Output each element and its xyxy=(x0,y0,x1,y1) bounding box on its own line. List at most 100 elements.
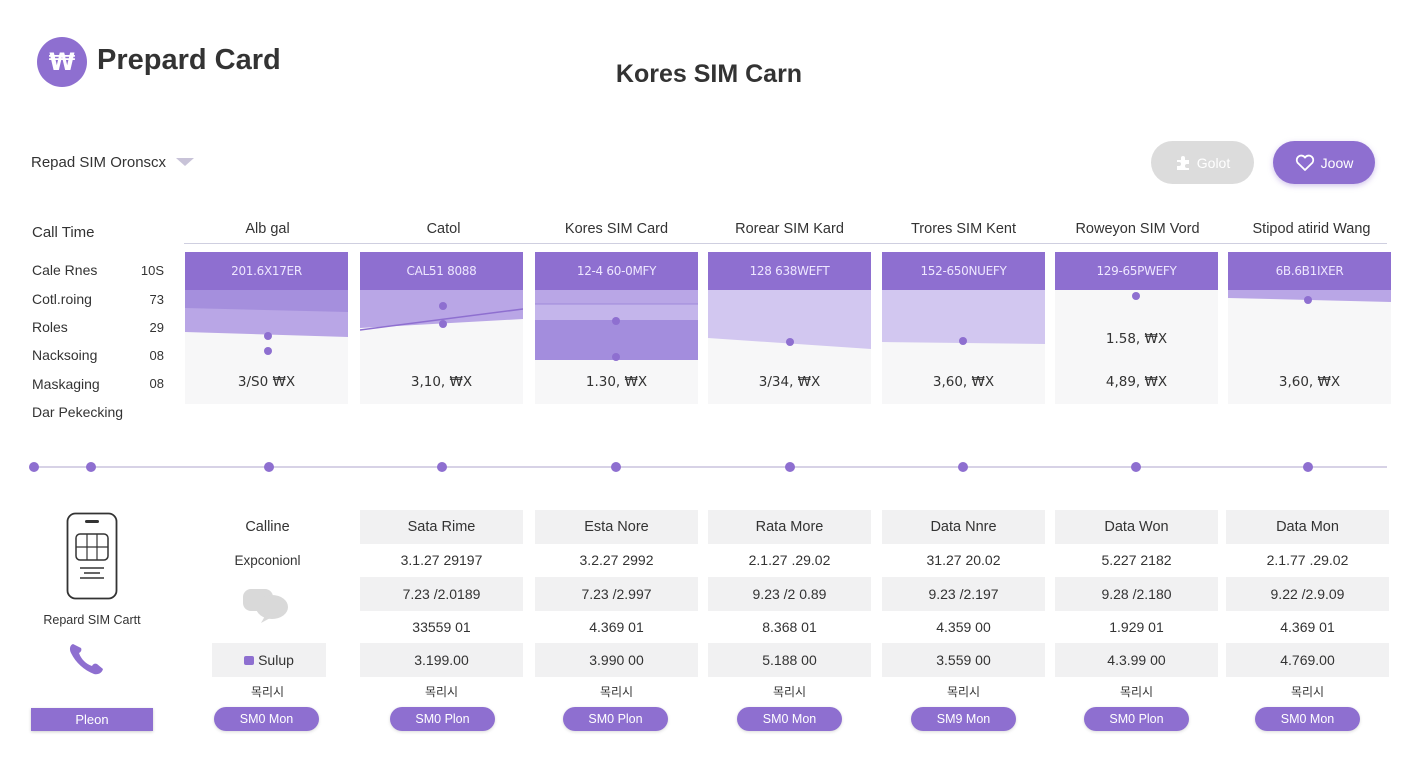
table-col-header: Data Mon xyxy=(1226,510,1389,544)
table-cell: 5.188 00 xyxy=(708,643,871,677)
table-kr-cell: 목리시 xyxy=(1119,684,1154,699)
table-cell: 9.23 /2 0.89 xyxy=(708,577,871,611)
table-col-header: Data Nnre xyxy=(882,510,1045,544)
column-header: Catol xyxy=(426,221,461,237)
card-mid-value: 1.58, ₩X xyxy=(1105,331,1168,347)
left-row-value: 08 xyxy=(149,348,164,363)
sim-phone-icon xyxy=(66,512,118,600)
table-col-header: Data Won xyxy=(1055,510,1218,544)
table-cell: 4.369 01 xyxy=(1280,619,1335,635)
table-cell: 2.1.27 .29.02 xyxy=(748,552,831,568)
card-price: 1.30, ₩X xyxy=(585,374,648,390)
left-row-label: Cotl.roing xyxy=(32,291,92,307)
sim-card-panel[interactable]: 201.6X17ER 3/S0 ₩X xyxy=(185,252,348,404)
timeline-dot[interactable] xyxy=(29,462,39,472)
sim-plan-button[interactable]: SM0 Mon xyxy=(214,707,319,731)
heart-icon xyxy=(1295,154,1314,171)
table-cell: 4.769.00 xyxy=(1226,643,1389,677)
left-row-label: Roles xyxy=(32,319,68,335)
table-cell: 33559 01 xyxy=(412,619,471,635)
card-graph xyxy=(1132,292,1140,300)
table-cell: 1.929 01 xyxy=(1109,619,1164,635)
timeline-dot[interactable] xyxy=(86,462,96,472)
setup-label: Sulup xyxy=(258,652,294,668)
won-logo-icon: ₩ xyxy=(37,37,87,87)
card-price: 3/S0 ₩X xyxy=(237,374,296,390)
sim-plan-button[interactable]: SM0 Mon xyxy=(1255,707,1360,731)
sim-plan-button[interactable]: SM9 Mon xyxy=(911,707,1016,731)
sim-plan-button[interactable]: SM0 Plon xyxy=(390,707,495,731)
dropdown-label: Repad SIM Oronscx xyxy=(31,153,167,171)
column-header: Stipod atirid Wang xyxy=(1252,221,1371,237)
sim-filter-dropdown[interactable]: Repad SIM Oronscx xyxy=(31,150,195,174)
row-label-expconionl: Expconionl xyxy=(234,552,301,568)
card-graph xyxy=(882,290,1045,345)
join-button[interactable]: Joow xyxy=(1273,141,1375,184)
table-cell: 31.27 20.02 xyxy=(926,552,1001,568)
left-row-label: Maskaging xyxy=(32,376,100,392)
timeline-dot[interactable] xyxy=(785,462,795,472)
card-graph xyxy=(360,290,523,331)
sim-plan-button[interactable]: SM0 Plon xyxy=(1084,707,1189,731)
column-header: Alb gal xyxy=(245,221,290,237)
card-graph xyxy=(185,290,348,355)
timeline-dot[interactable] xyxy=(958,462,968,472)
table-cell: 2.1.77 .29.02 xyxy=(1266,552,1349,568)
timeline-dot[interactable] xyxy=(437,462,447,472)
card-graph xyxy=(535,290,698,361)
table-cell: 3.199.00 xyxy=(360,643,523,677)
table-kr-cell: 목리시 xyxy=(599,684,634,699)
card-price: 3/34, ₩X xyxy=(758,374,821,390)
table-col-header: Sata Rime xyxy=(360,510,523,544)
table-cell: 3.2.27 2992 xyxy=(579,552,654,568)
table-col-header: Rata More xyxy=(708,510,871,544)
table-cell: 3.1.27 29197 xyxy=(400,552,483,568)
table-cell: 4.359 00 xyxy=(936,619,991,635)
chevron-down-icon xyxy=(176,158,195,166)
card-price: 3,60, ₩X xyxy=(1278,374,1341,390)
timeline-dot[interactable] xyxy=(264,462,274,472)
left-row-value: 29 xyxy=(149,320,164,335)
sim-card-panel[interactable]: 128 638WEFT 3/34, ₩X xyxy=(708,252,871,404)
table-cell: 9.22 /2.9.09 xyxy=(1226,577,1389,611)
sim-plan-button[interactable]: SM0 Plon xyxy=(563,707,668,731)
timeline-dot[interactable] xyxy=(1303,462,1313,472)
table-cell: 4.369 01 xyxy=(589,619,644,635)
timeline-dot[interactable] xyxy=(1131,462,1141,472)
card-code: 12-4 60-0MFY xyxy=(535,252,698,290)
row-label-calline: Calline xyxy=(245,519,290,535)
header-divider xyxy=(184,243,1387,244)
column-header: Rorear SIM Kard xyxy=(735,221,844,237)
card-code: 129-65PWEFY xyxy=(1055,252,1218,290)
row-kr-label: 목리시 xyxy=(250,684,285,699)
table-cell: 8.368 01 xyxy=(762,619,817,635)
left-row-label: Nacksoing xyxy=(32,347,98,363)
left-row-value: 10S xyxy=(140,263,164,278)
sim-card-panel[interactable]: 12-4 60-0MFY 1.30, ₩X xyxy=(535,252,698,404)
table-cell: 4.3.99 00 xyxy=(1055,643,1218,677)
card-code: 201.6X17ER xyxy=(185,252,348,290)
card-code: CAL51 8088 xyxy=(360,252,523,290)
table-cell: 7.23 /2.997 xyxy=(535,577,698,611)
timeline-track xyxy=(30,466,1387,468)
table-kr-cell: 목리시 xyxy=(1290,684,1325,699)
setup-cell[interactable]: Sulup xyxy=(212,643,326,677)
sim-card-panel[interactable]: 129-65PWEFY 1.58, ₩X 4,89, ₩X xyxy=(1055,252,1218,404)
table-cell: 9.28 /2.180 xyxy=(1055,577,1218,611)
join-button-label: Joow xyxy=(1320,154,1354,171)
table-kr-cell: 목리시 xyxy=(772,684,807,699)
sim-plan-button[interactable]: SM0 Mon xyxy=(737,707,842,731)
timeline-dot[interactable] xyxy=(611,462,621,472)
sim-card-panel[interactable]: CAL51 8088 3,10, ₩X xyxy=(360,252,523,404)
sim-card-panel[interactable]: 152-650NUEFY 3,60, ₩X xyxy=(882,252,1045,404)
global-button[interactable]: Golot xyxy=(1151,141,1254,184)
column-header: Trores SIM Kent xyxy=(910,221,1017,237)
table-cell: 3.990 00 xyxy=(535,643,698,677)
puzzle-icon xyxy=(1176,155,1189,170)
table-kr-cell: 목리시 xyxy=(424,684,459,699)
left-row-label: Cale Rnes xyxy=(32,262,98,278)
table-kr-cell: 목리시 xyxy=(946,684,981,699)
plan-button[interactable]: Pleon xyxy=(31,708,153,731)
card-code: 128 638WEFT xyxy=(708,252,871,290)
sim-card-panel[interactable]: 6B.6B1IXER 3,60, ₩X xyxy=(1228,252,1391,404)
